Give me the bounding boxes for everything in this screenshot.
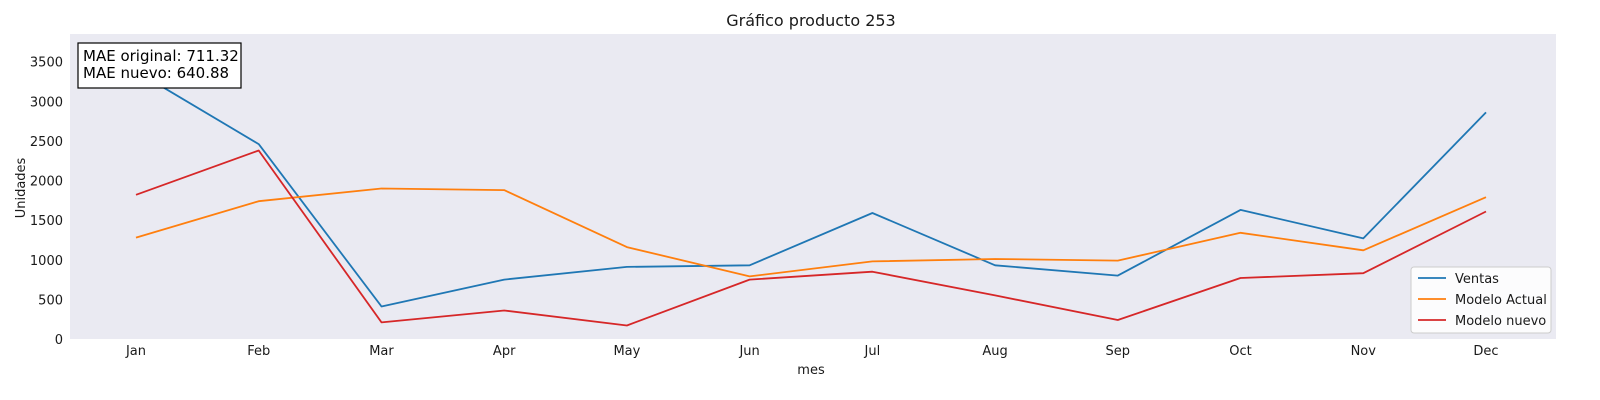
y-tick-label-0: 0 bbox=[55, 333, 63, 348]
x-tick-labels: Jan Feb Mar Apr May Jun Jul Aug Sep Oct Nov Dec bbox=[125, 344, 1499, 359]
y-tick-label-3500: 3500 bbox=[30, 56, 63, 71]
y-tick-labels: 0 500 1000 1500 2000 2500 3000 3500 bbox=[30, 56, 63, 348]
x-tick-label-aug: Aug bbox=[982, 344, 1007, 359]
y-tick-label-500: 500 bbox=[38, 293, 63, 308]
x-tick-label-oct: Oct bbox=[1229, 344, 1251, 359]
x-tick-label-jun: Jun bbox=[738, 344, 759, 359]
y-tick-label-2000: 2000 bbox=[30, 175, 63, 190]
series-line-ventas bbox=[135, 70, 1487, 308]
series-layer bbox=[135, 70, 1487, 327]
legend-frame bbox=[1410, 266, 1552, 334]
mae-nuevo-text: MAE nuevo: 640.88 bbox=[83, 64, 229, 82]
mae-annotation-box: MAE original: 711.32 MAE nuevo: 640.88 bbox=[77, 42, 242, 89]
x-tick-label-nov: Nov bbox=[1351, 344, 1377, 359]
x-tick-label-sep: Sep bbox=[1106, 344, 1131, 359]
legend: Ventas Modelo Actual Modelo nuevo bbox=[1410, 266, 1552, 334]
x-tick-label-jan: Jan bbox=[125, 344, 146, 359]
x-tick-label-dec: Dec bbox=[1473, 344, 1498, 359]
series-line-modelo-nuevo bbox=[135, 149, 1487, 327]
x-tick-label-apr: Apr bbox=[493, 344, 516, 359]
plot-area bbox=[70, 34, 1556, 339]
x-tick-label-feb: Feb bbox=[247, 344, 270, 359]
y-tick-label-2500: 2500 bbox=[30, 135, 63, 150]
x-tick-label-jul: Jul bbox=[864, 344, 881, 359]
mae-original-text: MAE original: 711.32 bbox=[83, 47, 239, 65]
chart-title: Gráfico producto 253 bbox=[726, 11, 895, 30]
y-tick-label-1000: 1000 bbox=[30, 254, 63, 269]
x-axis-label: mes bbox=[797, 363, 825, 378]
y-tick-label-1500: 1500 bbox=[30, 214, 63, 229]
series-line-modelo-actual bbox=[135, 187, 1487, 278]
x-tick-label-mar: Mar bbox=[369, 344, 394, 359]
legend-label-modelo-actual: Modelo Actual bbox=[1455, 293, 1547, 308]
annotation-frame bbox=[77, 42, 242, 89]
y-axis-label: Unidades bbox=[14, 157, 29, 218]
legend-label-modelo-nuevo: Modelo nuevo bbox=[1455, 314, 1546, 329]
x-tick-label-may: May bbox=[613, 344, 640, 359]
legend-label-ventas: Ventas bbox=[1455, 272, 1499, 287]
y-tick-label-3000: 3000 bbox=[30, 95, 63, 110]
